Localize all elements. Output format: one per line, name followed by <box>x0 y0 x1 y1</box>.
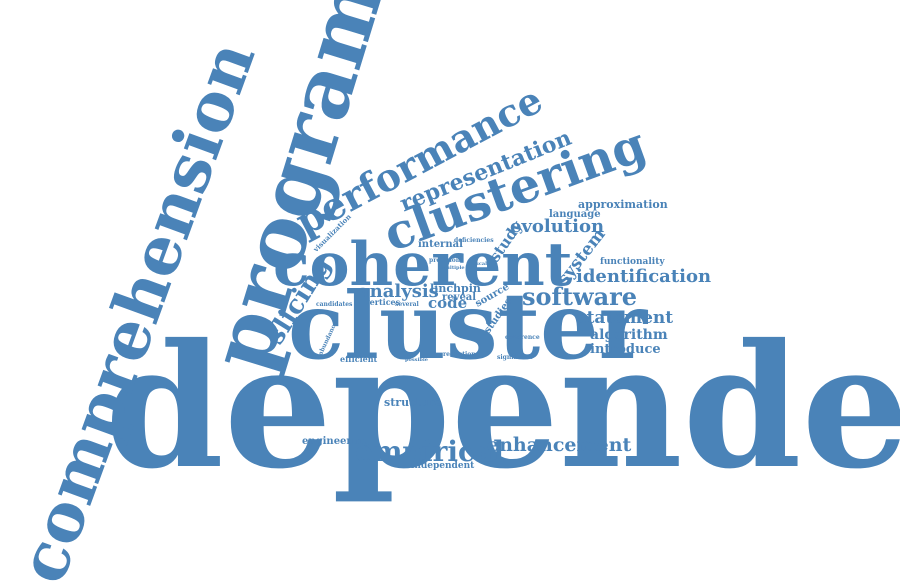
word-introduce: introduce <box>590 342 661 357</box>
word-code: code <box>428 294 468 312</box>
word-reduction: reduction <box>443 351 476 358</box>
word-significant: significant <box>497 354 533 361</box>
word-several: several <box>395 301 419 308</box>
word-coherence: coherence <box>505 334 540 341</box>
word-internal: internal <box>418 239 463 250</box>
word-language: language <box>549 209 601 220</box>
word-linchpin: linchpin <box>430 282 481 295</box>
word-scale: scale <box>476 261 491 267</box>
word-deficiencies: deficiencies <box>454 237 494 244</box>
word-statement: statement <box>577 308 674 328</box>
word-algorithm: algorithm <box>590 327 668 343</box>
word-structure: structure <box>384 396 442 409</box>
word-reveal: reveal <box>442 292 477 303</box>
word-evolution: evolution <box>510 216 605 237</box>
word-dependence: dependence <box>105 307 900 507</box>
word-engineering: engineering <box>302 436 370 447</box>
word-cluster: cluster <box>288 272 648 380</box>
word-enhancement: enhancement <box>487 434 632 456</box>
word-possible: possible <box>405 357 428 363</box>
word-approximation: approximation <box>578 198 668 211</box>
word-analysis: analysis <box>358 281 439 302</box>
word-vertices: vertices <box>365 297 401 307</box>
word-independent: independent <box>411 461 475 471</box>
word-functionality: functionality <box>600 257 665 267</box>
word-multiple: multiple <box>441 265 465 271</box>
word-coherent: coherent <box>273 230 573 300</box>
word-precision: precision <box>429 257 461 264</box>
word-identification: identification <box>576 266 712 287</box>
word-empirical: empirical <box>355 435 504 468</box>
word-candidates: candidates <box>316 301 353 308</box>
word-software: software <box>522 282 638 311</box>
word-efficient: efficient <box>340 354 378 364</box>
